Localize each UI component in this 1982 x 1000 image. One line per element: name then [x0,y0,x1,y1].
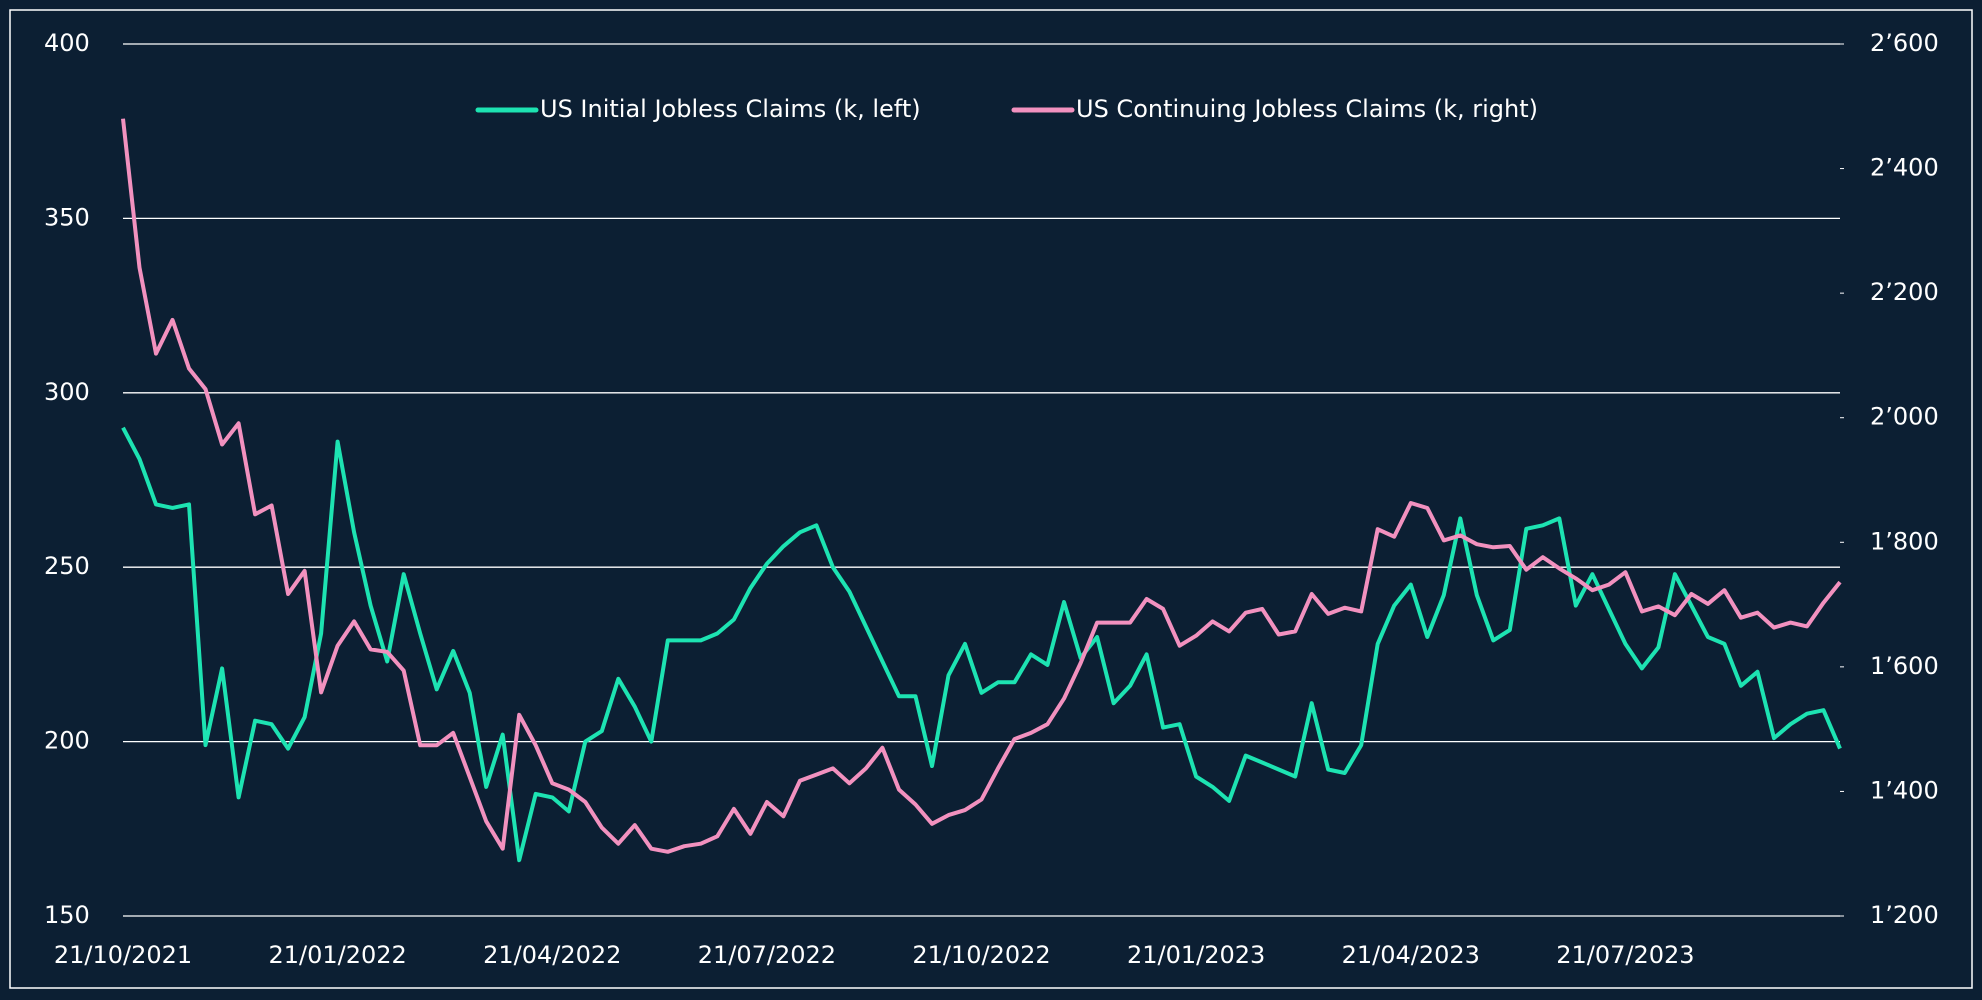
x-tick-label: 21/01/2022 [268,941,406,969]
x-tick-label: 21/10/2021 [54,941,192,969]
legend-label: US Initial Jobless Claims (k, left) [540,95,921,123]
x-tick-label: 21/01/2023 [1127,941,1265,969]
series-line [121,118,1842,854]
y2-tick-label: 2’000 [1870,403,1939,431]
y2-tick-label: 1’600 [1870,652,1939,680]
legend-label: US Continuing Jobless Claims (k, right) [1076,95,1538,123]
y-tick-label: 300 [44,378,90,406]
x-tick-label: 21/07/2022 [698,941,836,969]
y2-tick-label: 2’200 [1870,278,1939,306]
y-tick-label: 350 [44,203,90,231]
y2-tick-label: 1’800 [1870,527,1939,555]
x-tick-label: 21/04/2023 [1342,941,1480,969]
y2-tick-label: 1’400 [1870,776,1939,804]
y-tick-label: 400 [44,29,90,57]
x-tick-label: 21/04/2022 [483,941,621,969]
x-tick-label: 21/07/2023 [1556,941,1694,969]
y2-tick-label: 1’200 [1870,901,1939,929]
frame [9,9,1973,989]
y2-tick-label: 2’600 [1870,29,1939,57]
y-tick-label: 250 [44,552,90,580]
y2-tick-label: 2’400 [1870,154,1939,182]
x-tick-label: 21/10/2022 [912,941,1050,969]
series-line [121,426,1842,863]
y-tick-label: 150 [44,901,90,929]
y-tick-label: 200 [44,727,90,755]
